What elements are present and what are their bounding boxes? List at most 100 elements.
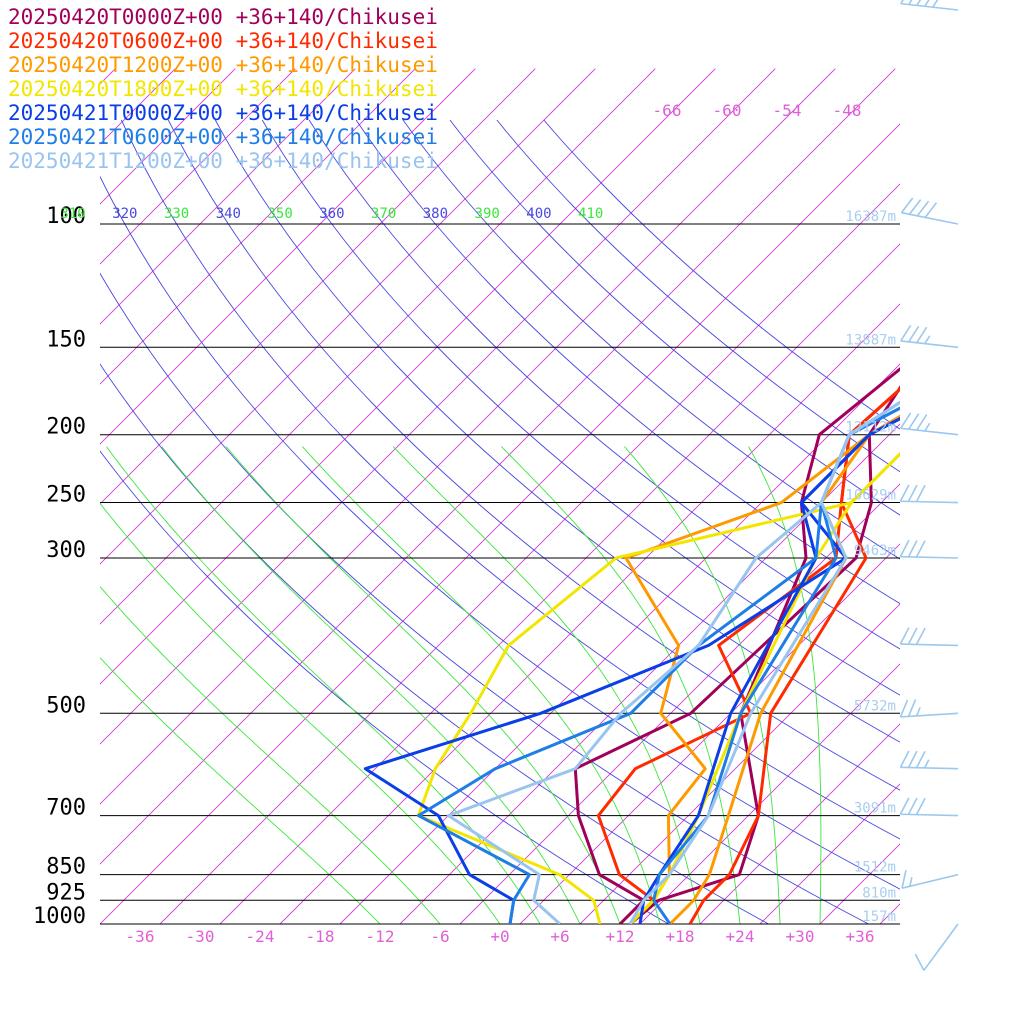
x-tick-label: -36 xyxy=(126,927,155,946)
legend-entry: 20250421T1200Z+00 +36+140/Chikusei xyxy=(8,149,438,173)
isotherm-line xyxy=(100,68,896,865)
wind-barb-flag xyxy=(899,484,910,502)
moist-adiabat-line xyxy=(624,446,781,924)
legend-entry: 20250420T1200Z+00 +36+140/Chikusei xyxy=(8,53,438,77)
legend: 20250420T0000Z+00 +36+140/Chikusei 202504… xyxy=(8,5,438,173)
wind-barb-flag xyxy=(900,324,912,342)
dry-adiabat-line xyxy=(100,175,900,890)
wind-barb-flag xyxy=(907,627,918,645)
wind-barb xyxy=(899,627,959,647)
theta-label: 360 xyxy=(319,206,344,222)
wind-barb-flag xyxy=(915,484,926,502)
wind-barb-half-flag xyxy=(923,759,930,769)
isotherm-line xyxy=(159,183,900,924)
dewpoint-line-2 xyxy=(596,387,900,924)
wind-barb-flag xyxy=(924,202,938,218)
isotherm-line xyxy=(100,68,176,145)
x-tick-label: -6 xyxy=(430,927,449,946)
wind-barb-flag xyxy=(908,413,920,430)
dry-adiabat-line xyxy=(496,119,900,473)
wind-barb-half-flag xyxy=(909,877,913,887)
theta-label: 350 xyxy=(267,206,292,222)
wind-barb-staff xyxy=(900,555,959,559)
temperature-line-6 xyxy=(652,406,900,924)
wind-barb-flag xyxy=(899,627,910,645)
isotherm-line xyxy=(100,68,296,265)
sounding-profiles xyxy=(363,367,900,924)
x-tick-label: -30 xyxy=(186,927,215,946)
wind-barb-staff xyxy=(900,712,959,718)
x-tick-label: -12 xyxy=(366,927,395,946)
isotherm-line xyxy=(399,423,900,924)
dewpoint-line-4 xyxy=(416,451,900,924)
height-label: 9463m xyxy=(854,543,896,559)
legend-entry: 20250421T0600Z+00 +36+140/Chikusei xyxy=(8,125,438,149)
wind-barb-staff xyxy=(900,643,959,647)
wind-barb-staff xyxy=(900,427,959,436)
dry-adiabat-line xyxy=(308,119,900,650)
isotherm-line xyxy=(339,363,900,924)
theta-label: 330 xyxy=(164,206,189,222)
isotherm-line xyxy=(100,68,776,745)
moist-adiabat-line xyxy=(301,446,661,924)
temperature-line-2 xyxy=(688,387,900,924)
wind-barb-flag xyxy=(908,325,920,343)
moist-adiabat-line xyxy=(106,446,541,924)
pressure-label: 250 xyxy=(46,483,86,508)
isotherm-line xyxy=(100,68,836,805)
height-labels: 16387m 13887m 12112m 10629m 9463m 5732m 3091m 1… xyxy=(845,209,896,925)
wind-barb-flag xyxy=(916,0,928,6)
moist-adiabat-line xyxy=(501,446,741,924)
pressure-label: 300 xyxy=(46,538,86,563)
dry-adiabat-line xyxy=(355,119,900,605)
wind-barb-flag xyxy=(924,0,936,7)
height-label: 16387m xyxy=(845,209,896,225)
temperature-tick-labels: -36 -30 -24 -18 -12 -6 +0 +6 +12 +18 +24 +30 +36 xyxy=(126,927,875,946)
wind-barb-flag xyxy=(900,0,912,5)
wind-barb-flag xyxy=(916,200,930,217)
theta-label: 310 xyxy=(60,206,85,222)
wind-barb-staff xyxy=(900,813,959,817)
wind-barb-staff xyxy=(901,211,959,225)
wind-barb-flag xyxy=(915,627,926,645)
wind-barb-staff xyxy=(923,923,959,971)
isotherm-line xyxy=(879,903,900,924)
height-label: 3091m xyxy=(854,801,896,817)
theta-label: 380 xyxy=(423,206,448,222)
wind-barb xyxy=(899,699,959,718)
wind-barb-flag xyxy=(908,0,920,5)
wind-barb xyxy=(901,870,959,889)
upper-temp-label: -60 xyxy=(713,101,742,120)
temperature-line-7 xyxy=(628,400,900,924)
legend-entry: 20250420T0000Z+00 +36+140/Chikusei xyxy=(8,5,438,29)
wind-barb xyxy=(899,750,959,770)
dewpoint-line-6 xyxy=(416,406,900,924)
pressure-label: 925 xyxy=(46,880,86,905)
x-tick-label: +24 xyxy=(726,927,755,946)
x-tick-label: +0 xyxy=(490,927,509,946)
wind-barb-flag xyxy=(907,699,917,717)
moist-adiabat-lines xyxy=(100,446,822,924)
wind-barb-flag xyxy=(916,414,928,431)
dry-adiabat-line xyxy=(261,119,900,696)
height-label: 10629m xyxy=(845,488,896,504)
wind-barb-flag xyxy=(908,199,922,215)
wind-barb-flag xyxy=(907,484,918,502)
height-label: 5732m xyxy=(854,698,896,714)
wind-barb-half-flag xyxy=(915,707,921,717)
wind-barb xyxy=(900,197,959,225)
wind-barb-staff xyxy=(900,2,959,11)
moist-adiabat-line xyxy=(225,446,621,924)
wind-barb-half-flag xyxy=(924,335,931,345)
theta-label: 390 xyxy=(475,206,500,222)
pressure-label: 150 xyxy=(46,327,86,352)
wind-barb xyxy=(899,484,959,504)
x-tick-label: +12 xyxy=(606,927,635,946)
pressure-label: 100 xyxy=(46,204,86,229)
moist-adiabat-line xyxy=(392,446,701,924)
wind-barb-flag xyxy=(899,750,910,768)
moist-adiabat-line xyxy=(748,446,822,924)
theta-label: 410 xyxy=(578,206,603,222)
height-label: 1512m xyxy=(854,860,896,876)
